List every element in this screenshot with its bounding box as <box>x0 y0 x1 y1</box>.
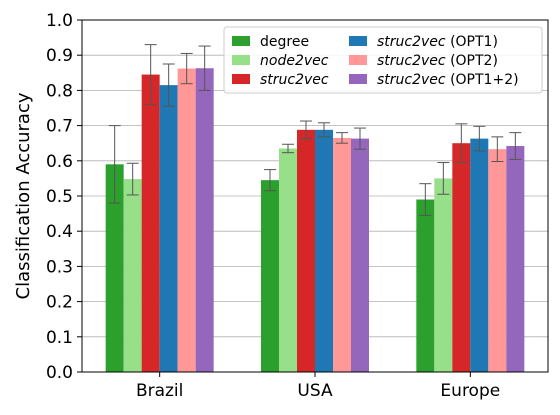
bar-usa-series-5 <box>333 137 351 372</box>
legend-label: struc2vec (OPT2) <box>377 53 498 69</box>
legend-swatch <box>232 74 250 84</box>
y-tick-label: 1.0 <box>46 11 73 31</box>
error-bar <box>126 162 139 196</box>
legend-swatch <box>349 55 367 65</box>
bar-brazil-series-4 <box>159 85 178 373</box>
legend-box <box>223 26 543 94</box>
bar-usa-series-3 <box>297 129 315 372</box>
error-bar <box>437 162 450 195</box>
legend-label: node2vec <box>260 53 329 69</box>
y-tick-label: 0.8 <box>46 81 73 101</box>
error-bar <box>419 183 432 216</box>
error-bar <box>354 127 366 150</box>
error-bar <box>336 132 348 144</box>
x-tick-label: Brazil <box>136 381 183 401</box>
y-tick-label: 0.7 <box>46 117 73 137</box>
x-tick-label: USA <box>297 381 333 401</box>
y-tick-label: 0.0 <box>46 363 73 383</box>
y-tick-label: 0.4 <box>46 222 73 242</box>
y-tick-label: 0.5 <box>46 187 73 207</box>
legend-swatch <box>349 74 367 84</box>
error-bar <box>455 123 468 164</box>
bar-brazil-series-2 <box>123 179 142 372</box>
legend: degree node2vec struc2vec struc2vec (OPT1) s… <box>223 26 543 94</box>
bar-usa-series-2 <box>279 148 297 372</box>
legend-swatch <box>232 55 250 65</box>
legend-swatch <box>349 36 367 46</box>
error-bars <box>108 44 522 216</box>
bar-europe-series-2 <box>434 178 453 372</box>
error-bar <box>473 125 486 152</box>
legend-label: degree <box>260 34 309 50</box>
error-bar <box>318 122 330 138</box>
bar-brazil-series-6 <box>195 68 214 372</box>
x-tick-label: Europe <box>440 381 500 401</box>
bar-europe-series-3 <box>452 143 471 372</box>
error-bar <box>108 125 121 204</box>
legend-swatch <box>232 36 250 46</box>
error-bar <box>509 132 522 160</box>
bar-europe-series-6 <box>506 146 525 372</box>
legend-label: struc2vec (OPT1) <box>377 34 498 50</box>
error-bar <box>162 63 175 107</box>
bars <box>105 68 525 373</box>
legend-label: struc2vec (OPT1+2) <box>377 72 519 88</box>
y-tick-label: 0.9 <box>46 46 73 66</box>
bar-brazil-series-5 <box>177 68 196 373</box>
bar-usa-series-1 <box>261 180 279 372</box>
bar-brazil-series-3 <box>141 74 160 372</box>
bar-europe-series-4 <box>470 138 489 372</box>
bar-europe-series-5 <box>488 149 507 372</box>
axes: 0.0 0.1 0.2 0.3 0.4 0.5 0.6 0.7 0.8 0.9 1.0 Brazil U… <box>46 11 549 401</box>
error-bar <box>491 136 504 163</box>
error-bar <box>144 44 157 105</box>
error-bar <box>300 120 312 140</box>
y-tick-label: 0.1 <box>46 328 73 348</box>
error-bar <box>180 52 193 85</box>
bar-usa-series-6 <box>351 138 369 372</box>
y-tick-label: 0.2 <box>46 293 73 313</box>
bar-europe-series-1 <box>416 199 435 372</box>
error-bar <box>198 45 211 91</box>
error-bar <box>282 143 294 154</box>
y-tick-label: 0.3 <box>46 257 73 277</box>
y-axis-label: Classification Accuracy <box>13 92 34 299</box>
y-tick-label: 0.6 <box>46 152 73 172</box>
legend-label: struc2vec <box>260 72 329 88</box>
plot-frame <box>81 19 549 373</box>
bar-usa-series-4 <box>315 129 333 372</box>
error-bar <box>264 169 276 192</box>
bar-brazil-series-1 <box>105 164 124 372</box>
